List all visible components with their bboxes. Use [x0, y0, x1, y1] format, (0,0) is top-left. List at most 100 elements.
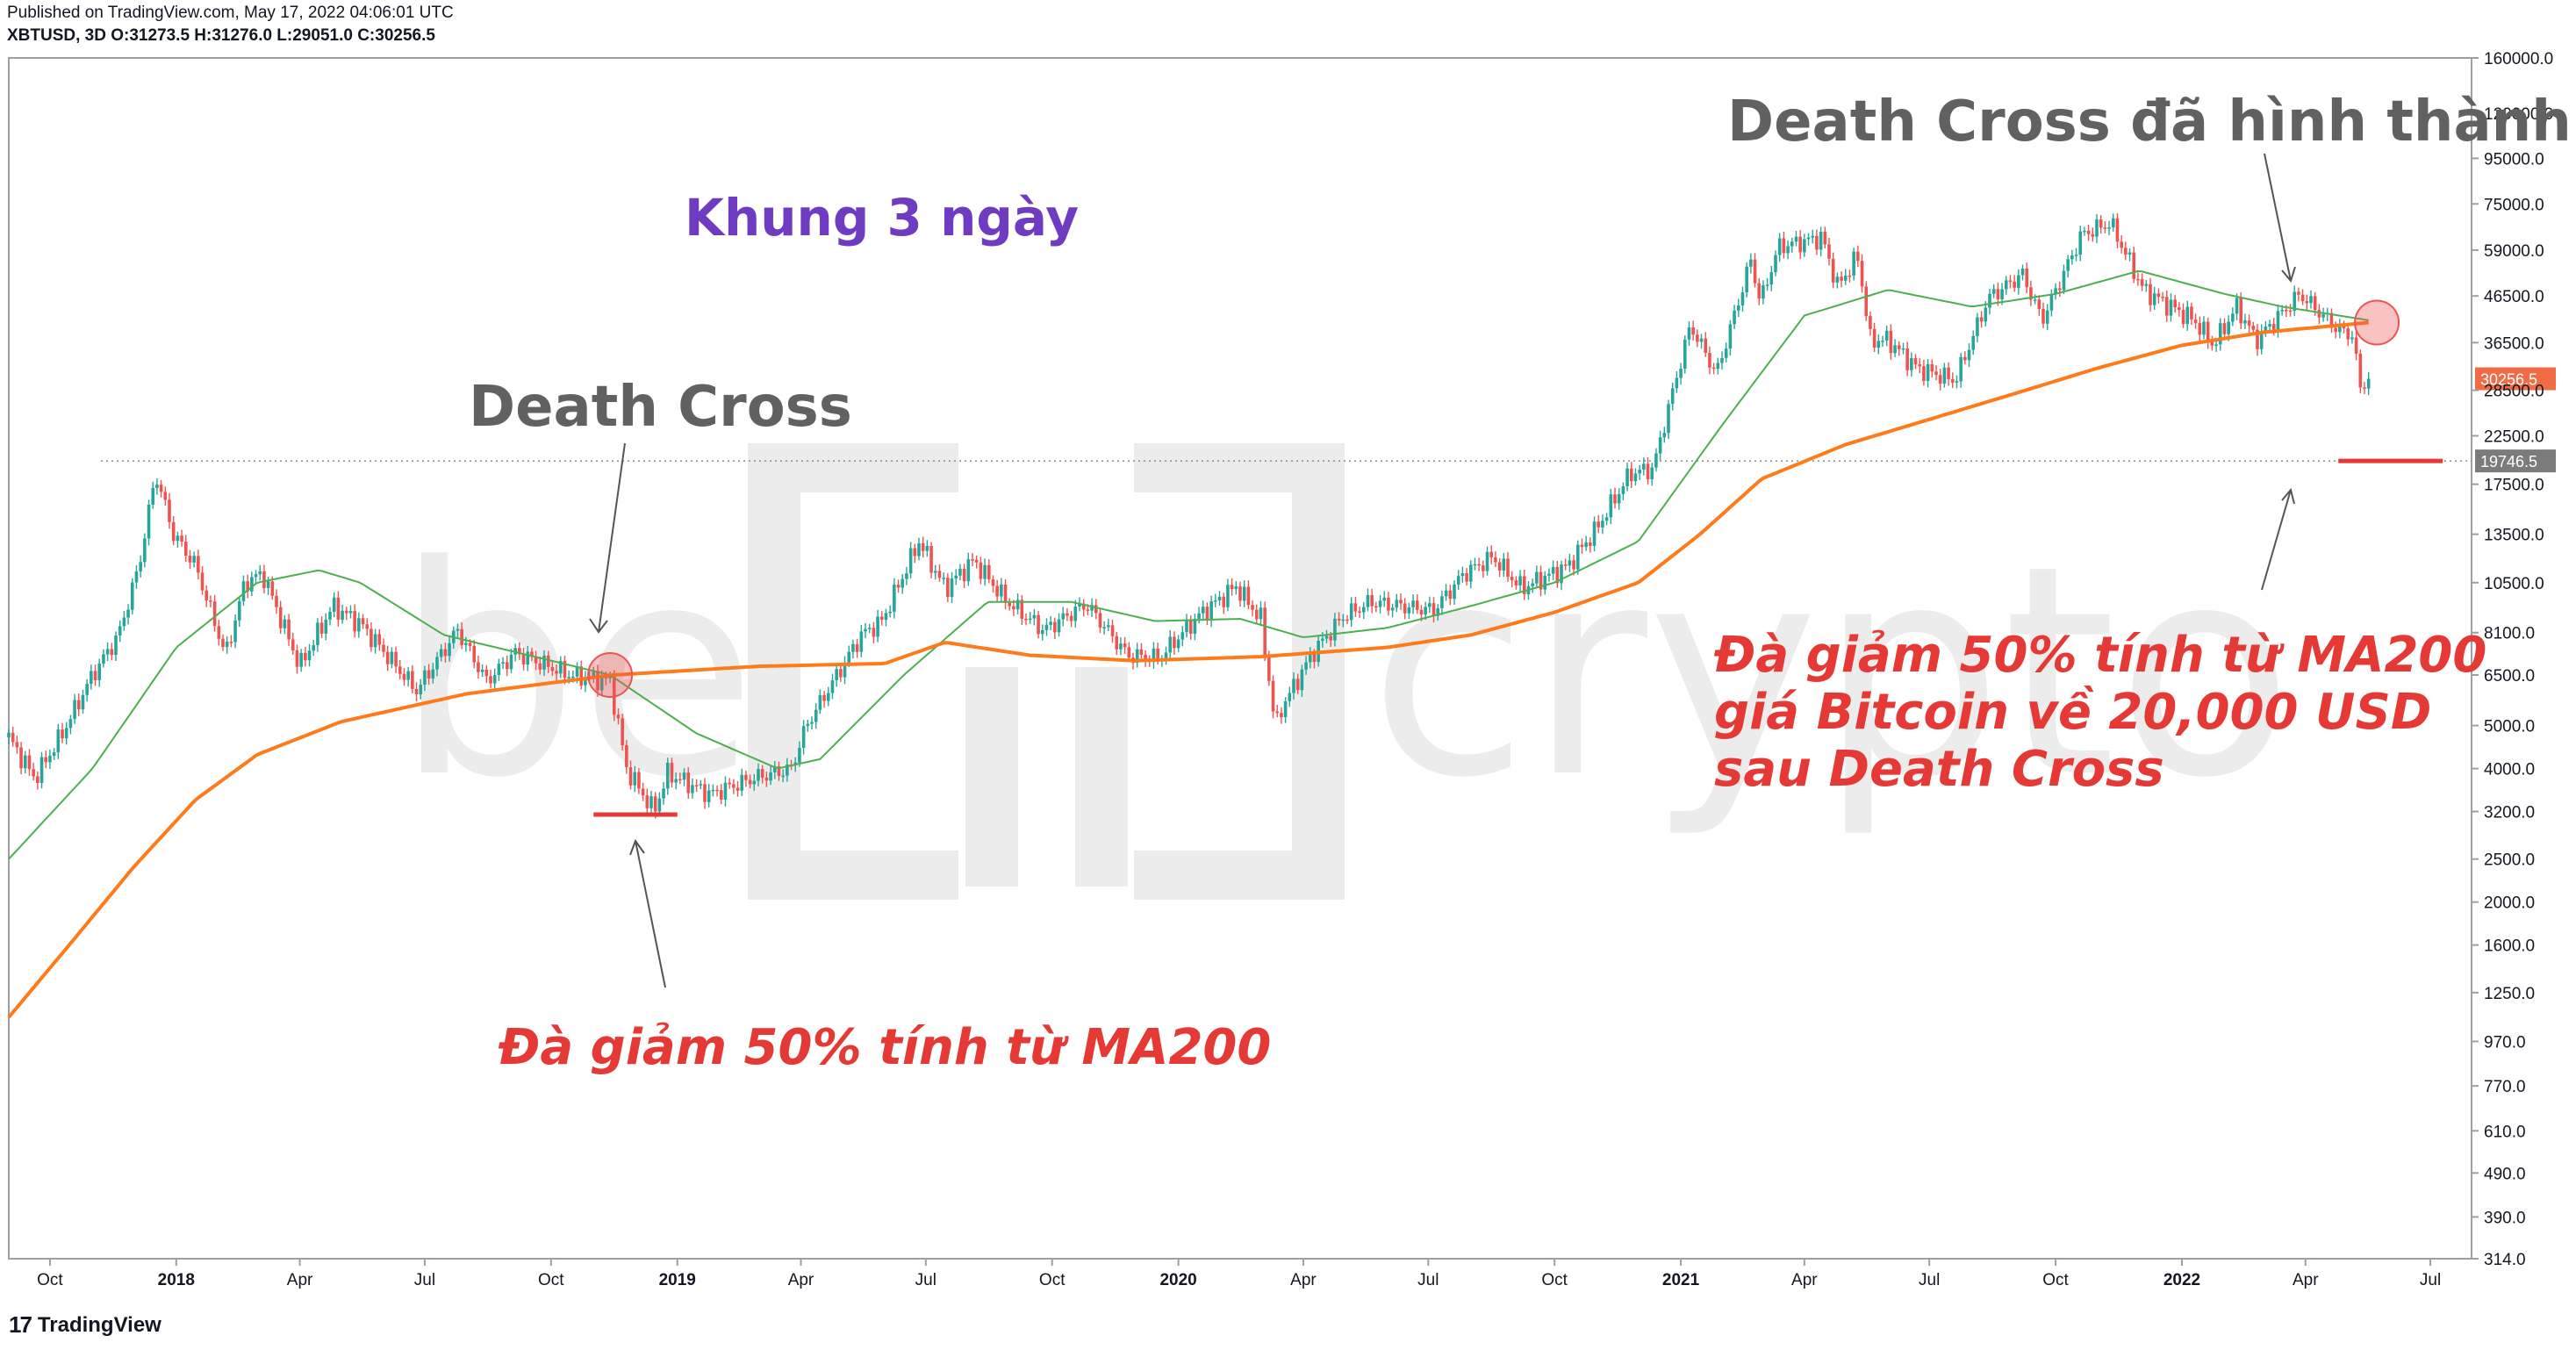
x-tick-label: 2021	[1662, 1271, 1700, 1289]
candle-body	[324, 619, 328, 634]
candle-body	[332, 597, 336, 612]
candle-body	[1337, 618, 1341, 621]
candle-body	[715, 789, 719, 792]
candle-body	[1037, 614, 1040, 635]
candle-body	[1893, 345, 1897, 354]
candle-body	[435, 657, 439, 670]
candle-body	[735, 787, 740, 791]
candle-body	[2243, 320, 2247, 324]
candle-body	[2338, 325, 2342, 333]
candle-body	[843, 662, 847, 678]
candle-body	[1991, 289, 1996, 294]
candle-body	[81, 694, 85, 710]
candle-body	[1769, 272, 1774, 285]
candle-body	[1531, 583, 1534, 586]
candle-body	[1288, 693, 1292, 701]
candle-body	[1551, 566, 1555, 574]
watermark-letter-n	[965, 667, 1018, 887]
candle-body	[1251, 605, 1254, 610]
x-tick-label: Jul	[1919, 1271, 1940, 1289]
brand-name: TradingView	[37, 1312, 161, 1337]
candle-body	[1947, 367, 1950, 379]
candle-body	[1098, 613, 1102, 628]
x-tick-label: Jul	[915, 1271, 936, 1289]
y-tick-label: 3200.0	[2484, 804, 2535, 822]
candle-body	[291, 639, 295, 650]
candle-body	[1745, 266, 1748, 293]
candle-body	[1267, 654, 1271, 681]
candle-body	[147, 504, 151, 539]
candle-body	[1473, 564, 1477, 566]
candle-body	[1176, 639, 1180, 649]
candle-body	[711, 789, 715, 792]
candle-body	[1353, 603, 1358, 612]
candle-body	[1568, 560, 1572, 566]
candle-body	[2132, 252, 2136, 279]
candle-body	[477, 662, 480, 672]
candle-body	[2363, 387, 2366, 389]
candle-body	[896, 585, 901, 588]
candle-body	[2045, 310, 2049, 324]
candle-body	[1996, 289, 2000, 299]
candle-body	[1135, 649, 1139, 663]
x-tick-label: Oct	[538, 1271, 564, 1289]
candle-body	[278, 607, 283, 628]
candle-body	[1848, 275, 1852, 277]
candle-body	[1378, 600, 1382, 607]
candle-body	[2083, 230, 2086, 233]
candle-body	[1510, 577, 1514, 581]
candle-body	[2062, 270, 2066, 291]
candle-body	[2149, 284, 2152, 305]
candle-body	[505, 662, 509, 670]
candle-body	[621, 718, 624, 746]
candle-body	[2280, 310, 2284, 312]
y-tick-label: 22500.0	[2484, 428, 2544, 447]
candle-body	[1370, 594, 1374, 607]
candle-body	[2000, 289, 2004, 299]
candle-body	[2037, 299, 2041, 309]
candle-body	[1456, 576, 1460, 585]
candle-body	[1539, 571, 1543, 590]
candle-body	[19, 747, 23, 769]
candle-body	[1580, 544, 1584, 548]
y-tick-label: 59000.0	[2484, 242, 2544, 261]
watermark: be crypto	[395, 443, 2293, 900]
candle-body	[1312, 653, 1317, 663]
candle-body	[2317, 310, 2321, 318]
candle-body	[1860, 261, 1864, 287]
candle-body	[2342, 325, 2346, 329]
tradingview-brand[interactable]: 17 TradingView	[9, 1311, 161, 1339]
candle-body	[847, 651, 851, 663]
death-cross-label-1: Death Cross	[469, 375, 852, 440]
candle-body	[1646, 463, 1650, 479]
candle-body	[11, 732, 15, 743]
candle-body	[1329, 636, 1333, 641]
candle-body	[1502, 558, 1506, 571]
candle-body	[625, 745, 628, 767]
candle-body	[1803, 239, 1806, 253]
candle-body	[637, 772, 641, 789]
candle-body	[171, 521, 176, 542]
candle-body	[962, 569, 966, 582]
candle-body	[641, 788, 645, 796]
candle-body	[1040, 629, 1044, 635]
candle-body	[1604, 517, 1609, 521]
candle-body	[1881, 341, 1884, 342]
candle-body	[1884, 330, 1889, 341]
candle-body	[1477, 564, 1481, 566]
candle-body	[518, 648, 521, 655]
candle-body	[2140, 278, 2144, 286]
candle-body	[1798, 236, 1802, 253]
candle-body	[423, 670, 427, 685]
candle-body	[1073, 607, 1078, 621]
candle-body	[1407, 607, 1411, 614]
candle-body	[958, 569, 962, 576]
candle-body	[653, 796, 657, 812]
candle-body	[1675, 377, 1679, 389]
candle-body	[2222, 323, 2227, 334]
candle-body	[1926, 363, 1930, 382]
candle-body	[2300, 294, 2305, 302]
y-tick-label: 36500.0	[2484, 334, 2544, 353]
candle-body	[176, 535, 180, 542]
